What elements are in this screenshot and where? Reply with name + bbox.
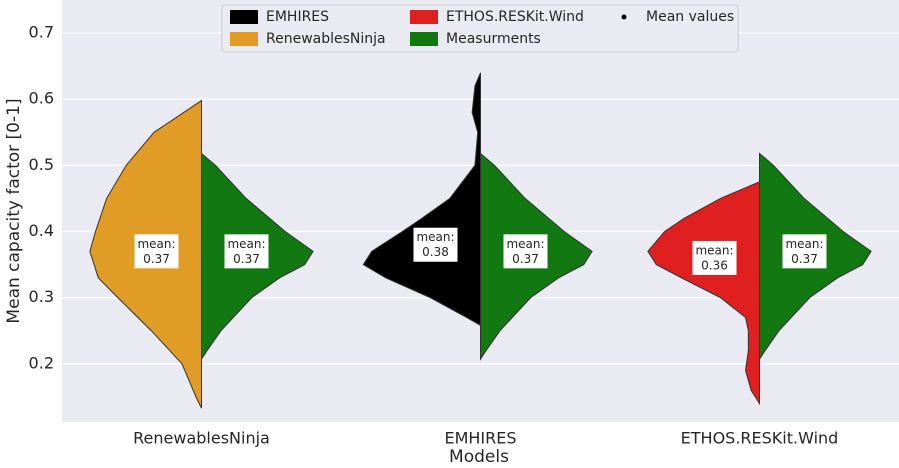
mean-label: mean:	[695, 243, 733, 257]
y-axis-label: Mean capacity factor [0-1]	[4, 98, 24, 323]
mean-value: 0.37	[791, 252, 818, 266]
mean-value: 0.37	[233, 252, 260, 266]
mean-label: mean:	[137, 237, 175, 251]
legend-label: EMHIRES	[266, 9, 329, 25]
mean-label: mean:	[506, 237, 544, 251]
y-tick-label: 0.2	[29, 353, 54, 372]
legend-label: ETHOS.RESKit.Wind	[446, 9, 584, 25]
mean-value: 0.37	[143, 252, 170, 266]
y-tick-label: 0.4	[29, 221, 54, 240]
mean-label: mean:	[227, 237, 265, 251]
legend-label: Mean values	[646, 9, 734, 25]
x-tick-label: EMHIRES	[444, 429, 516, 448]
violin-half	[362, 72, 481, 327]
x-axis-label: Models	[449, 447, 509, 464]
mean-label: mean:	[785, 237, 823, 251]
y-tick-label: 0.5	[29, 155, 54, 174]
x-tick-label: ETHOS.RESKit.Wind	[681, 429, 839, 448]
mean-label-box	[503, 234, 548, 269]
legend-swatch	[410, 10, 438, 24]
violin-half	[647, 181, 760, 406]
y-tick-label: 0.6	[29, 89, 54, 108]
legend-swatch	[410, 32, 438, 46]
legend-label: Measurments	[446, 31, 541, 47]
mean-label-box	[134, 234, 179, 269]
legend-box	[221, 4, 739, 53]
mean-value: 0.38	[422, 245, 449, 259]
mean-label: mean:	[416, 230, 454, 244]
mean-label-box	[224, 234, 269, 269]
x-tick-label: RenewablesNinja	[133, 429, 270, 448]
mean-value: 0.36	[701, 258, 728, 272]
mean-label-box	[413, 227, 458, 262]
legend-marker	[621, 14, 627, 20]
legend-swatch	[230, 10, 258, 24]
mean-value: 0.37	[512, 252, 539, 266]
y-tick-label: 0.7	[29, 23, 54, 42]
mean-label-box	[782, 234, 827, 269]
legend-swatch	[230, 32, 258, 46]
legend-label: RenewablesNinja	[266, 31, 386, 47]
y-tick-label: 0.3	[29, 287, 54, 306]
mean-label-box	[692, 240, 737, 275]
